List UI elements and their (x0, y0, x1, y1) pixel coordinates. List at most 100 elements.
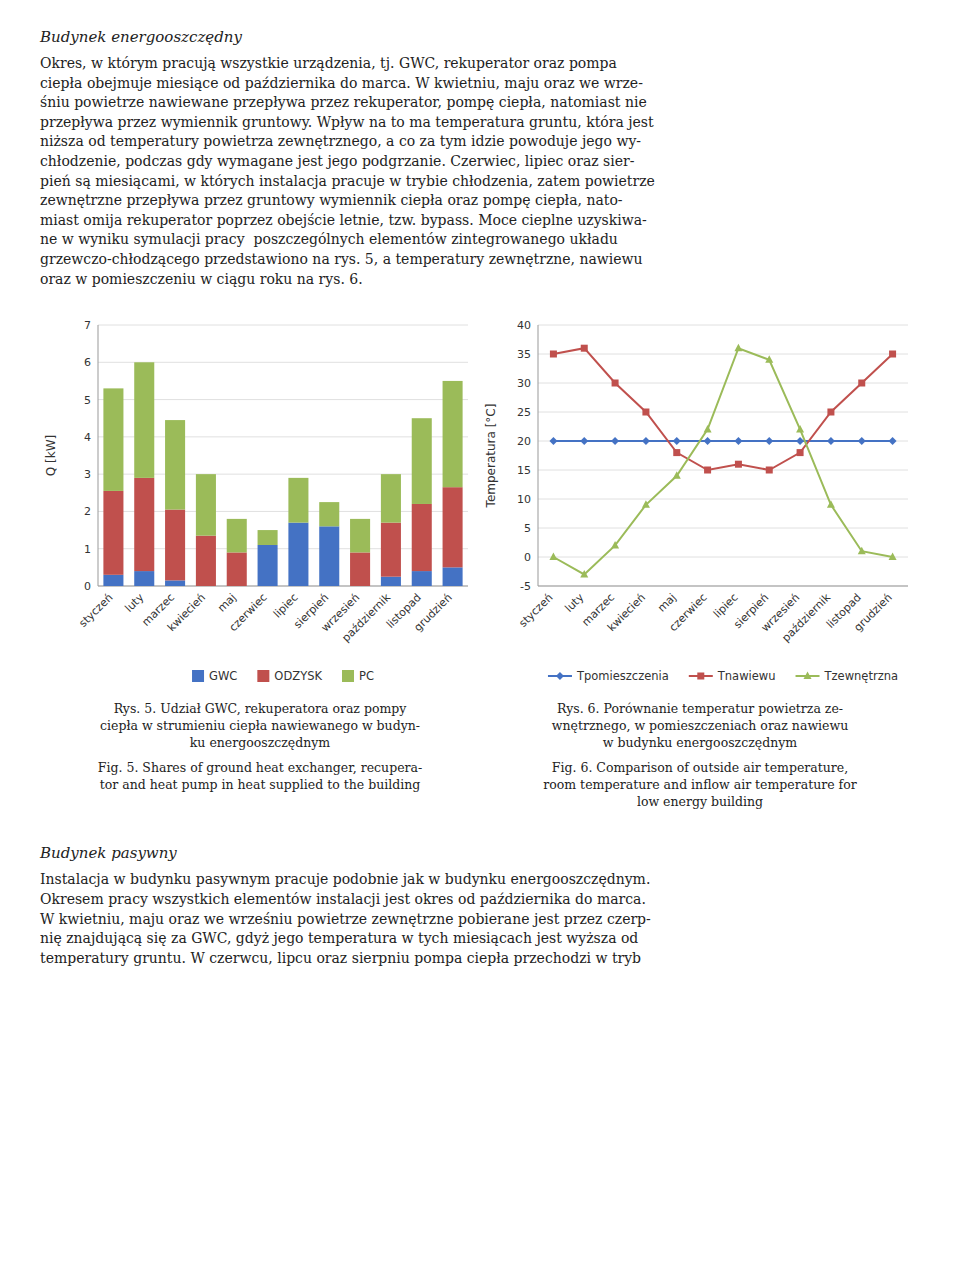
y-axis: -50510152025303540 (517, 319, 908, 593)
grid-line (538, 586, 908, 587)
y-tick-label: 0 (84, 580, 91, 593)
marker (549, 437, 557, 445)
grid-line (98, 325, 468, 326)
bar (196, 536, 216, 586)
y-tick-label: 7 (84, 319, 91, 332)
y-tick-label: 25 (517, 406, 531, 419)
y-tick-label: 10 (517, 493, 531, 506)
x-tick-label: kwiecień (165, 591, 208, 634)
grid-line (538, 325, 908, 326)
marker (642, 437, 650, 445)
y-tick-label: 30 (517, 377, 531, 390)
bar (443, 487, 463, 567)
marker (556, 672, 564, 680)
marker (581, 345, 588, 352)
captions-row: Rys. 5. Udział GWC, rekuperatora oraz po… (40, 701, 920, 818)
page: Budynek energooszczędnyOkres, w którym p… (0, 0, 960, 968)
legend: GWCODZYSKPC (192, 669, 374, 683)
bar (381, 474, 401, 522)
marker (612, 380, 619, 387)
line (553, 348, 892, 574)
marker (549, 553, 557, 561)
line-series (549, 437, 896, 445)
x-tick-label: styczeń (517, 591, 556, 630)
y-tick-label: 15 (517, 464, 531, 477)
line-series (550, 345, 896, 474)
marker (889, 553, 897, 561)
bar (227, 553, 247, 587)
marker (704, 437, 712, 445)
bar (288, 478, 308, 523)
marker (827, 500, 835, 508)
marker (797, 449, 804, 456)
bar (350, 553, 370, 587)
marker (765, 355, 773, 363)
x-tick-label: luty (122, 591, 146, 615)
grid-line (538, 383, 908, 384)
marker (611, 541, 619, 549)
legend-label: Tnawiewu (717, 669, 776, 683)
marker (642, 500, 650, 508)
legend-item: Tpomieszczenia (548, 669, 669, 683)
x-tick-label: październik (779, 591, 833, 645)
y-axis-line (538, 325, 539, 586)
y-tick-label: 2 (84, 506, 91, 519)
bar (134, 362, 154, 478)
grid-line (538, 441, 908, 442)
plot-area (549, 344, 896, 578)
bar (443, 567, 463, 586)
x-tick-label: maj (655, 591, 679, 615)
grid-line (538, 557, 908, 558)
bar (350, 519, 370, 553)
y-tick-label: 35 (517, 348, 531, 361)
y-axis-label: Q [kW] (44, 435, 58, 476)
x-axis: styczeńlutymarzeckwiecieńmajczerwieclipi… (77, 591, 455, 645)
caption-line: Fig. 5. Shares of ground heat exchanger,… (40, 760, 480, 794)
bar-series (103, 478, 462, 586)
legend-label: GWC (209, 669, 237, 683)
x-tick-label: czerwiec (667, 591, 710, 634)
x-tick-label: czerwiec (227, 591, 270, 634)
caption: Rys. 5. Udział GWC, rekuperatora oraz po… (40, 701, 480, 818)
caption-line: Rys. 5. Udział GWC, rekuperatora oraz po… (40, 701, 480, 752)
marker (858, 547, 866, 555)
bar-series (103, 523, 462, 586)
legend-label: ODZYSK (274, 669, 322, 683)
grid-line (538, 528, 908, 529)
marker (889, 351, 896, 358)
x-tick-label: maj (215, 591, 239, 615)
marker (580, 437, 588, 445)
bar (258, 545, 278, 586)
y-axis-line (98, 325, 99, 586)
x-axis-line (538, 586, 908, 587)
x-axis: styczeńlutymarzeckwiecieńmajczerwieclipi… (517, 591, 895, 645)
legend-item: Tnawiewu (689, 669, 776, 683)
paragraph: Okres, w którym pracują wszystkie urządz… (40, 54, 920, 289)
marker (704, 425, 712, 433)
marker (580, 570, 588, 578)
marker (734, 437, 742, 445)
chart: 01234567Q [kW]styczeńlutymarzeckwiecieńm… (40, 311, 480, 691)
grid-line (538, 412, 908, 413)
y-tick-label: -5 (520, 580, 531, 593)
bar (103, 575, 123, 586)
bar (412, 504, 432, 571)
line (553, 348, 892, 470)
bar (134, 571, 154, 586)
caption: Rys. 6. Porównanie temperatur powietrza … (480, 701, 920, 818)
text-section: Budynek pasywnyInstalacja w budynku pasy… (40, 844, 920, 968)
plot-area (103, 362, 462, 586)
y-tick-label: 0 (524, 551, 531, 564)
y-axis: 01234567 (84, 319, 468, 593)
heading: Budynek pasywny (40, 844, 920, 862)
bar (288, 523, 308, 586)
legend-swatch (257, 670, 269, 682)
y-axis-label: Temperatura [°C] (484, 404, 498, 509)
legend-swatch (342, 670, 354, 682)
marker (827, 409, 834, 416)
marker (827, 437, 835, 445)
marker (673, 449, 680, 456)
y-tick-label: 40 (517, 319, 531, 332)
marker (704, 467, 711, 474)
x-tick-label: grudzień (852, 591, 895, 634)
